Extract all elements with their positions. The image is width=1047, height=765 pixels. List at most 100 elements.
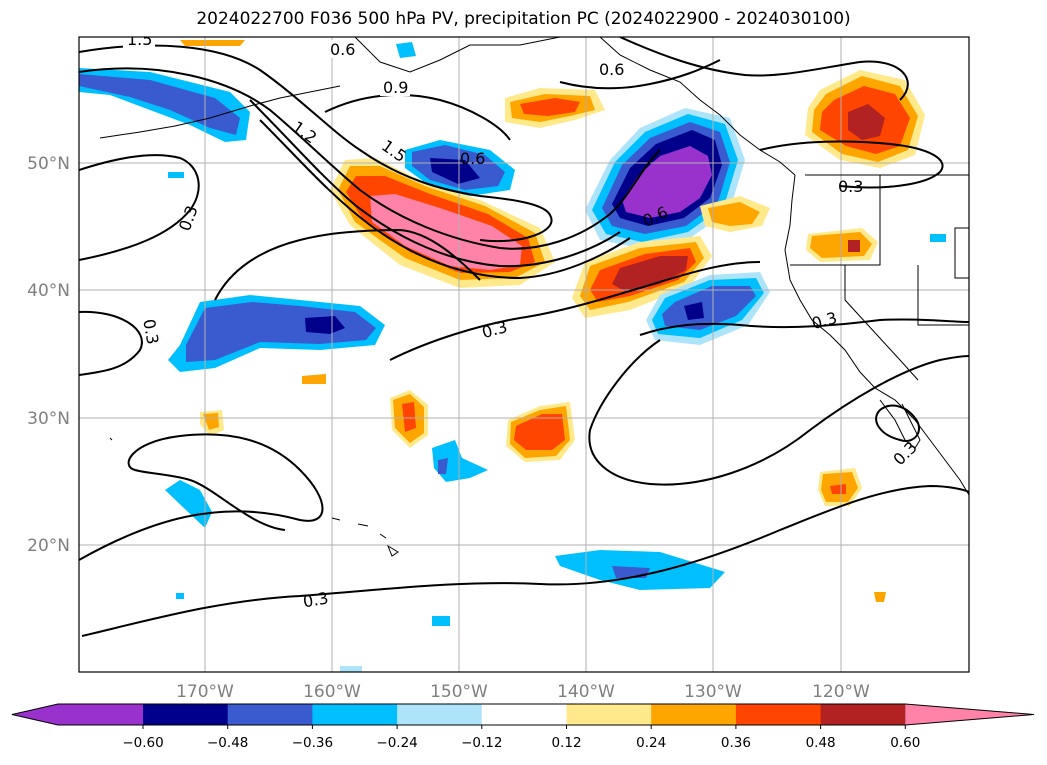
contour-label: 0.3 xyxy=(301,588,329,611)
pv-contour-line xyxy=(249,99,621,268)
graticule xyxy=(79,37,969,672)
precip-negative-region xyxy=(432,616,450,626)
precip-positive-region xyxy=(874,592,886,602)
colorbar-segment xyxy=(312,704,398,725)
colorbar-segment xyxy=(651,704,737,725)
state-border xyxy=(790,175,881,266)
colorbar: −0.60 −0.48 −0.36 −0.24 −0.12 0.12 0.24 0.36 0.4… xyxy=(11,703,1035,751)
precip-positive-region xyxy=(848,240,860,252)
colorbar-segment xyxy=(481,704,567,725)
colorbar-tick-label: 0.24 xyxy=(636,735,666,751)
precip-negative-region xyxy=(79,74,240,135)
contour-label: 0.3 xyxy=(838,177,863,196)
hawaii-islands xyxy=(331,517,399,557)
lon-tick-label: 120°W xyxy=(812,682,870,702)
colorbar-tick-label: 0.48 xyxy=(806,735,836,751)
colorbar-extend-min xyxy=(12,704,58,725)
pv-contour-line xyxy=(81,484,969,637)
lat-tick-label: 30°N xyxy=(27,409,70,429)
contour-label: 0.9 xyxy=(383,78,408,97)
lon-tick-label: 140°W xyxy=(557,682,615,702)
pv-contour-line xyxy=(324,93,511,141)
pv-contour-line xyxy=(588,339,969,486)
colorbar-tick-label: 0.60 xyxy=(890,735,920,751)
baja-california xyxy=(879,399,921,449)
lon-tick-label: 170°W xyxy=(176,682,234,702)
pv-contour-line xyxy=(79,310,143,376)
precip-positive-region xyxy=(370,194,522,270)
coastlines xyxy=(99,37,969,557)
contour-label: 0.6 xyxy=(330,40,355,59)
colorbar-segment xyxy=(735,704,822,725)
contour-labels: 1.5 0.6 0.9 0.6 1.2 1.5 0.6 0.6 0.3 0.3 … xyxy=(123,30,921,611)
precip-positive-region xyxy=(830,484,846,494)
precip-positive-region xyxy=(203,413,219,430)
pv-contour-line xyxy=(214,228,481,301)
colorbar-tick-label: −0.24 xyxy=(376,735,417,751)
colorbar-segment xyxy=(397,704,483,725)
pv-contour-line xyxy=(875,404,920,442)
aleutian-islands xyxy=(99,85,341,139)
precip-positive-region xyxy=(520,98,580,116)
precip-positive-region xyxy=(708,202,760,226)
colorbar-segment xyxy=(566,704,652,725)
colorbar-tick-label: 0.36 xyxy=(721,735,751,751)
lat-tick-label: 40°N xyxy=(27,281,70,301)
lon-axis: 170°W 160°W 150°W 140°W 130°W 120°W xyxy=(176,682,870,702)
island xyxy=(109,437,113,441)
pv-contour-line xyxy=(79,44,553,243)
contour-label: 1.5 xyxy=(127,30,152,49)
colorbar-outline xyxy=(11,703,1035,726)
lat-tick-label: 20°N xyxy=(27,536,70,556)
precip-positive-region xyxy=(302,374,326,384)
lon-tick-label: 130°W xyxy=(684,682,742,702)
map-title: 2024022700 F036 500 hPa PV, precipitatio… xyxy=(196,9,851,29)
pv-contour-line xyxy=(259,119,631,280)
pv-contour-line xyxy=(79,433,324,561)
precip-negative-region xyxy=(622,146,712,218)
precip-negative-region xyxy=(612,566,650,578)
contour-label: 0.6 xyxy=(460,149,485,168)
map-frame xyxy=(78,36,970,673)
precip-negative-region xyxy=(430,158,480,184)
colorbar-segment xyxy=(227,704,313,725)
pv-contour-line xyxy=(389,261,761,361)
colorbar-tick-label: −0.60 xyxy=(122,735,163,751)
colorbar-segment xyxy=(58,704,143,725)
north-america-coast xyxy=(354,37,561,73)
lon-tick-label: 150°W xyxy=(430,682,488,702)
precip-negative-region xyxy=(165,480,212,528)
colorbar-extend-max xyxy=(905,704,1034,725)
precip-negative-region xyxy=(684,302,704,320)
pv-contour-line xyxy=(79,67,661,250)
colorbar-tick-label: 0.12 xyxy=(551,735,581,751)
pv-contours xyxy=(79,37,969,637)
precip-positive-region xyxy=(612,256,688,292)
pv-contour-line xyxy=(759,140,944,189)
lat-axis: 50°N 40°N 30°N 20°N xyxy=(27,154,70,556)
precip-negative-region xyxy=(180,40,245,46)
precip-negative-region xyxy=(662,286,756,330)
pv-contour-line xyxy=(639,318,969,336)
precip-positive-region xyxy=(848,104,885,140)
west-coast-usa xyxy=(784,174,969,496)
colorbar-tick-label: −0.36 xyxy=(292,735,333,751)
colorbar-tick-label: −0.48 xyxy=(207,735,248,751)
state-border xyxy=(954,227,969,279)
pv-contour-line xyxy=(619,37,909,101)
contour-label: 0.6 xyxy=(599,60,624,79)
precip-negative-region xyxy=(396,42,416,58)
precip-negative-region xyxy=(438,458,448,474)
precip-positive-region xyxy=(402,402,416,432)
colorbar-tick-label: −0.12 xyxy=(461,735,502,751)
precip-negative-region xyxy=(340,666,362,672)
precip-negative-region xyxy=(930,234,946,242)
pv-contour-line xyxy=(559,59,721,90)
colorbar-segment xyxy=(143,704,229,725)
colorbar-segment xyxy=(820,704,906,725)
alaska-coast xyxy=(599,37,796,176)
pv-contour-line xyxy=(79,154,200,261)
lat-tick-label: 50°N xyxy=(27,154,70,174)
lon-tick-label: 160°W xyxy=(303,682,361,702)
